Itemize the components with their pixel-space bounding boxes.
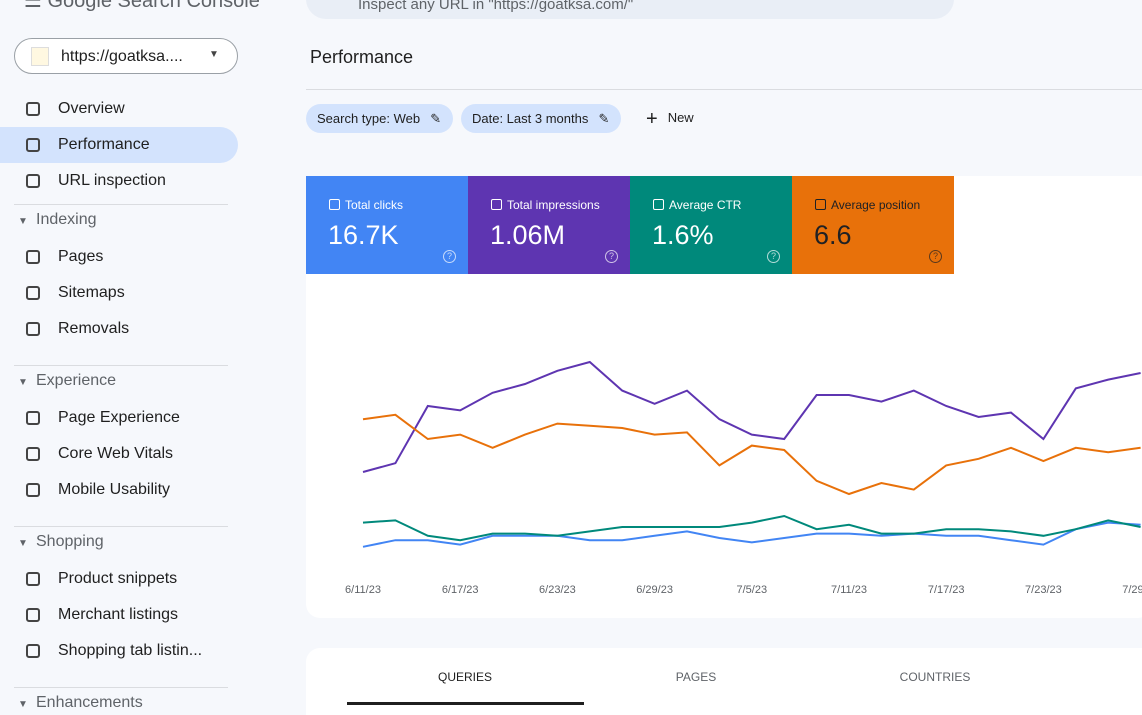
property-url: https://goatksa....	[61, 48, 183, 65]
filter-chip[interactable]: Date: Last 3 months ✎	[461, 104, 622, 133]
nav-item[interactable]: Shopping tab listin...	[0, 633, 238, 669]
page-title: Performance	[310, 47, 414, 67]
checkbox	[815, 199, 826, 210]
nav-separator	[14, 365, 228, 366]
nav-icon	[26, 644, 40, 658]
series-line	[362, 413, 1141, 496]
chart: 6/11/23 6/17/23 6/23/23 6/29/23 7/5/23 7/11/2…	[345, 360, 1142, 596]
x-tick-label: 7/17/23	[928, 584, 965, 596]
search-box[interactable]: Inspect any URL in "https://goatksa.com/…	[306, 0, 954, 19]
section-arrow: ▼	[18, 699, 28, 710]
nav-item[interactable]: Pages	[0, 239, 238, 275]
nav-section[interactable]: Experience	[36, 372, 117, 389]
section-arrow: ▼	[18, 216, 28, 227]
nav-item[interactable]: Removals	[0, 311, 238, 347]
product-name[interactable]: ☰ Google Search Console	[0, 0, 260, 13]
nav-separator	[14, 526, 228, 527]
nav-icon	[26, 322, 40, 336]
nav-item[interactable]: Mobile Usability	[0, 472, 238, 508]
nav-item[interactable]: Core Web Vitals	[0, 436, 238, 472]
edit-icon: ✎	[598, 111, 610, 126]
metric-card[interactable]: Total impressions 1.06M?	[468, 176, 630, 274]
nav-icon	[26, 483, 40, 497]
metric-card[interactable]: Average CTR 1.6%?	[630, 176, 792, 274]
metric-label: Total clicks	[329, 198, 403, 212]
nav-separator	[14, 204, 228, 205]
nav-item[interactable]: Performance	[0, 127, 238, 163]
nav-icon	[26, 250, 40, 264]
nav-icon	[26, 572, 40, 586]
nav-item[interactable]: Overview	[0, 91, 238, 127]
dropdown-arrow: ▼	[209, 49, 219, 60]
tab[interactable]: PAGES	[675, 670, 717, 684]
property-selector[interactable]: https://goatksa.... ▼	[14, 38, 238, 74]
tab[interactable]: COUNTRIES	[899, 670, 971, 684]
x-tick-label: 6/23/23	[539, 584, 576, 596]
x-tick-label: 7/23/23	[1025, 584, 1062, 596]
nav-icon	[26, 174, 40, 188]
checkbox	[491, 199, 502, 210]
nav-icon	[26, 447, 40, 461]
nav-item[interactable]: Sitemaps	[0, 275, 238, 311]
nav-icon	[26, 411, 40, 425]
sidebar: https://goatksa.... ▼ Overview Performanc…	[0, 0, 240, 715]
nav-icon	[26, 138, 40, 152]
filter-chip[interactable]: Search type: Web ✎	[306, 104, 454, 133]
section-arrow: ▼	[18, 538, 28, 549]
metric-value: 1.06M	[490, 220, 566, 250]
x-tick-label: 6/17/23	[442, 584, 479, 596]
search-placeholder: Inspect any URL in "https://goatksa.com/…	[358, 0, 634, 13]
property-icon	[31, 47, 49, 66]
x-tick-label: 6/29/23	[636, 584, 673, 596]
nav-section[interactable]: Indexing	[36, 211, 97, 228]
checkbox	[329, 199, 340, 210]
metric-card[interactable]: Average position 6.6?	[792, 176, 954, 274]
x-tick-label: 7/11/23	[831, 584, 867, 596]
new-label: New	[667, 110, 694, 125]
help-icon: ?	[929, 250, 942, 263]
divider	[306, 89, 1142, 90]
section-arrow: ▼	[18, 377, 28, 388]
metric-card[interactable]: Total clicks 16.7K?	[306, 176, 468, 274]
nav-item[interactable]: Product snippets	[0, 561, 238, 597]
series-line	[362, 514, 1141, 542]
help-icon: ?	[443, 250, 456, 263]
nav-section[interactable]: Enhancements	[36, 694, 143, 711]
nav-icon	[26, 608, 40, 622]
metric-value: 16.7K	[328, 220, 399, 250]
x-tick-label: 7/5/23	[737, 584, 768, 596]
nav-item[interactable]: Page Experience	[0, 400, 238, 436]
x-tick-label: 7/29/23	[1122, 584, 1142, 596]
metric-value: 1.6%	[652, 220, 714, 250]
metric-value: 6.6	[814, 220, 852, 250]
metric-label: Average CTR	[653, 198, 741, 212]
product-label: Google Search Console	[47, 0, 260, 12]
metric-label: Average position	[815, 198, 920, 212]
help-icon: ?	[605, 250, 618, 263]
help-icon: ?	[767, 250, 780, 263]
nav-icon	[26, 102, 40, 116]
edit-icon: ✎	[430, 111, 442, 126]
nav-item[interactable]: URL inspection	[0, 163, 238, 199]
tab-indicator	[347, 702, 584, 705]
new-filter[interactable]: + New	[646, 108, 694, 130]
series-line	[362, 360, 1141, 473]
nav-item[interactable]: Merchant listings	[0, 597, 238, 633]
x-tick-label: 6/11/23	[345, 584, 381, 596]
series-line	[362, 521, 1141, 548]
metric-label: Total impressions	[491, 198, 600, 212]
nav-separator	[14, 687, 228, 688]
nav-icon	[26, 286, 40, 300]
nav-section[interactable]: Shopping	[36, 533, 104, 550]
checkbox	[653, 199, 664, 210]
tab[interactable]: QUERIES	[437, 670, 493, 684]
